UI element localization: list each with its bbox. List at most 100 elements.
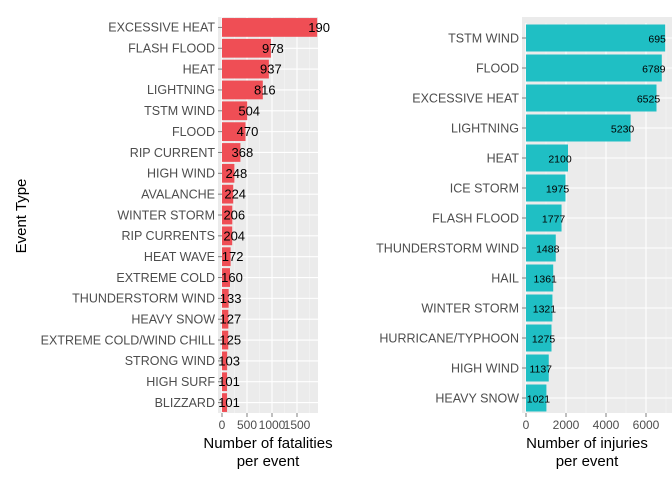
right-bar	[526, 324, 552, 352]
right-category-label: LIGHTNING	[451, 121, 519, 135]
right-x-tick-label: 2000	[553, 418, 580, 432]
injuries-x-axis-title-line2: per event	[556, 453, 619, 470]
left-data-label: 101	[218, 395, 240, 410]
fatalities-bars	[222, 18, 318, 412]
left-data-label: 816	[254, 82, 276, 97]
right-bar	[526, 24, 666, 52]
right-bar	[526, 84, 657, 112]
right-category-label: THUNDERSTORM WIND	[376, 241, 519, 255]
left-bar	[222, 205, 233, 225]
left-category-label: HEAVY SNOW	[131, 313, 215, 327]
left-data-label: 127	[219, 312, 241, 327]
fatalities-chart: EXCESSIVE HEAT FLASH FLOOD HEAT LIGHTNING TS…	[13, 17, 333, 470]
fatalities-x-axis-title-line2: per event	[237, 453, 300, 470]
left-bar	[222, 184, 234, 204]
left-category-label: BLIZZARD	[155, 396, 215, 410]
left-bar	[222, 101, 248, 121]
right-data-label: 2100	[548, 154, 572, 166]
right-category-label: EXCESSIVE HEAT	[412, 91, 519, 105]
right-data-label: 1321	[533, 304, 557, 316]
left-category-label: RIP CURRENTS	[121, 229, 215, 243]
right-bar	[526, 294, 553, 322]
left-data-label: 160	[221, 270, 243, 285]
right-bar	[526, 234, 556, 262]
right-data-label: 1021	[527, 394, 551, 406]
right-bar	[526, 174, 566, 202]
left-x-tick-label: 500	[237, 418, 257, 432]
left-bar	[222, 288, 229, 308]
left-category-label: TSTM WIND	[144, 104, 215, 118]
left-category-label: FLOOD	[172, 125, 215, 139]
fatalities-data-labels: 190 978 937 816 504 470 368 248 224 206 204 172 160 1…	[218, 20, 330, 410]
right-category-label: HAIL	[491, 271, 519, 285]
left-data-label: 125	[219, 333, 241, 348]
right-bar	[526, 264, 554, 292]
right-bar	[526, 144, 568, 172]
left-bar	[222, 38, 271, 58]
left-category-label: WINTER STORM	[117, 208, 215, 222]
left-data-label: 504	[238, 103, 260, 118]
left-category-label: EXCESSIVE HEAT	[108, 21, 215, 35]
right-bar	[526, 384, 547, 412]
left-data-label: 224	[224, 187, 246, 202]
injuries-data-labels: 695 6789 6525 5230 2100 1975 1777 1488 1361 1321 1…	[527, 34, 666, 406]
left-data-label: 978	[262, 41, 284, 56]
right-x-tick-label: 6000	[633, 418, 660, 432]
left-bar	[222, 268, 230, 287]
left-category-label: THUNDERSTORM WIND	[72, 292, 215, 306]
left-data-label: 206	[223, 208, 245, 223]
left-data-label: 172	[222, 249, 244, 264]
left-bar	[222, 143, 241, 162]
left-data-label: 103	[218, 353, 240, 368]
right-data-label: 1777	[542, 214, 566, 226]
right-data-label: 1137	[529, 364, 552, 376]
left-bar	[222, 163, 235, 183]
right-x-tick-label: 0	[523, 418, 530, 432]
left-x-tick-label: 0	[219, 418, 226, 432]
right-x-tick-label: 4000	[593, 418, 620, 432]
injuries-x-ticks: 0 2000 4000 6000	[523, 413, 660, 432]
left-data-label: 937	[260, 62, 282, 77]
left-x-tick-label: 1000	[259, 418, 286, 432]
right-category-label: FLOOD	[476, 61, 519, 75]
left-bar	[222, 330, 229, 350]
injuries-x-axis-title-line1: Number of injuries	[526, 435, 648, 452]
right-category-label: ICE STORM	[450, 181, 519, 195]
right-bar	[526, 204, 562, 232]
left-category-label: EXTREME COLD/WIND CHILL	[41, 333, 215, 347]
left-bar	[222, 226, 233, 246]
right-bar	[526, 54, 662, 82]
left-data-label: 101	[218, 374, 240, 389]
right-data-label: 1275	[532, 334, 556, 346]
right-category-label: TSTM WIND	[448, 31, 519, 45]
right-data-label: 1488	[536, 244, 560, 256]
right-category-label: HEAT	[487, 151, 520, 165]
left-data-label: 133	[220, 291, 242, 306]
left-category-label: FLASH FLOOD	[128, 42, 215, 56]
left-data-label: 204	[223, 228, 245, 243]
right-bar	[526, 354, 549, 382]
right-category-label: HIGH WIND	[451, 361, 519, 375]
left-bar	[222, 59, 269, 79]
left-category-label: HIGH WIND	[147, 167, 215, 181]
right-data-label: 6789	[642, 64, 666, 76]
left-category-label: LIGHTNING	[147, 83, 215, 97]
left-category-label: HEAT WAVE	[144, 250, 215, 264]
fatalities-category-labels: EXCESSIVE HEAT FLASH FLOOD HEAT LIGHTNING TS…	[41, 21, 222, 410]
left-data-label: 190	[308, 20, 330, 35]
left-bar	[222, 393, 228, 412]
left-bar	[222, 122, 246, 142]
left-bar	[222, 80, 263, 100]
left-category-label: HIGH SURF	[146, 375, 215, 389]
injuries-bars	[526, 24, 666, 412]
left-bar	[222, 351, 228, 371]
left-data-label: 368	[232, 145, 254, 160]
y-axis-title: Event Type	[13, 179, 30, 254]
right-bar	[526, 114, 631, 142]
left-bar	[222, 372, 228, 392]
left-bar	[222, 18, 318, 37]
left-category-label: AVALANCHE	[141, 187, 215, 201]
right-data-label: 6525	[637, 94, 661, 106]
right-category-label: HEAVY SNOW	[435, 391, 519, 405]
